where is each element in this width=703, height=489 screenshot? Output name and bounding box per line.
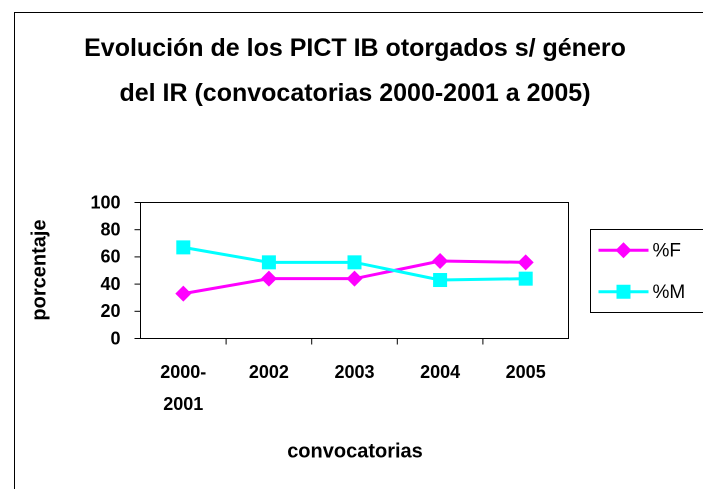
- series-marker: [347, 255, 362, 270]
- y-tick-label: 60: [100, 247, 120, 267]
- legend-box: [590, 229, 703, 313]
- y-axis-label: porcentaje: [28, 219, 50, 320]
- legend-label: %M: [653, 282, 686, 303]
- chart-title: Evolución de los PICT IB otorgados s/ gé…: [84, 34, 626, 107]
- x-tick-label: 2000-2001: [160, 361, 207, 414]
- y-tick-label: 40: [100, 274, 120, 294]
- series-marker: [260, 270, 277, 287]
- plot-area: [140, 202, 569, 339]
- y-tick-label: 20: [100, 301, 120, 321]
- x-axis-label: convocatorias: [287, 440, 423, 462]
- series-marker: [261, 255, 276, 270]
- series-marker: [433, 273, 448, 288]
- legend-label: %F: [653, 240, 682, 261]
- y-tick-label: 100: [90, 192, 120, 212]
- series-marker: [517, 254, 534, 271]
- series-marker: [175, 285, 192, 302]
- x-tick-label: 2003: [334, 361, 375, 382]
- y-tick-label: 80: [100, 219, 120, 239]
- legend-marker: [615, 242, 632, 259]
- series-marker: [518, 271, 533, 286]
- series-marker: [346, 270, 363, 287]
- x-tick-label: 2005: [505, 361, 546, 382]
- x-tick-label: 2004: [420, 361, 461, 382]
- x-tick-label: 2002: [248, 361, 289, 382]
- y-tick-label: 0: [110, 328, 120, 348]
- series-marker: [176, 240, 191, 255]
- legend-marker: [616, 284, 631, 299]
- series-marker: [432, 252, 449, 269]
